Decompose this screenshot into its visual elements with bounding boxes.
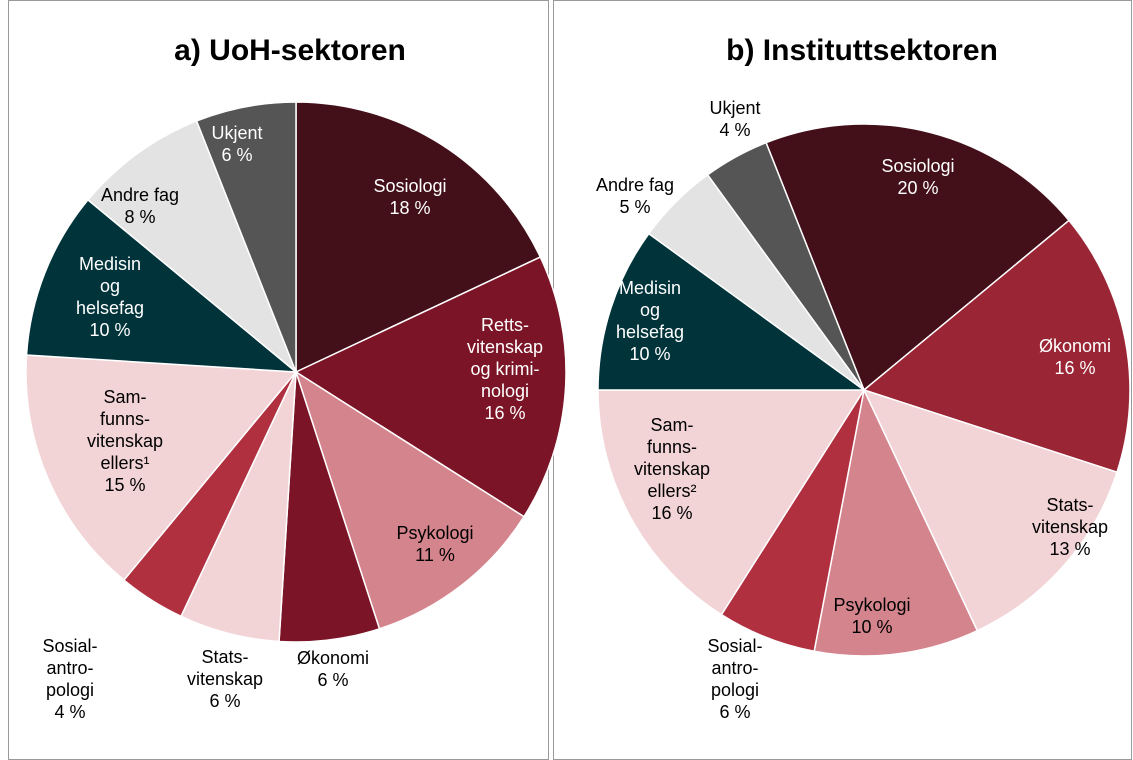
- slice-label: Andre fag: [596, 175, 674, 195]
- value-label: 4 %: [54, 702, 85, 722]
- slice-label-line: Andre fag: [596, 175, 674, 195]
- slice-label: Økonomi: [297, 648, 369, 668]
- slice-label-line: Psykologi: [833, 595, 910, 615]
- slice-label-line: vitenskap: [467, 337, 543, 357]
- pie-slice: [813, 387, 979, 657]
- slice-label: Økonomi: [1039, 336, 1111, 356]
- slice-label: Andre fag: [101, 185, 179, 205]
- slice-label-line: Ukjent: [211, 123, 262, 143]
- slice-label-line: helsefag: [616, 322, 684, 342]
- slice-label: Sosiologi: [881, 156, 954, 176]
- slice-label-line: vitenskap: [187, 669, 263, 689]
- value-label: 13 %: [1049, 539, 1090, 559]
- slice-label-line: pologi: [46, 680, 94, 700]
- pie-slice: [86, 119, 297, 373]
- value-label: 11 %: [415, 545, 455, 565]
- slice-label-line: ellers²: [647, 481, 696, 501]
- pie-slice: [295, 101, 542, 374]
- slice-label-line: helsefag: [76, 298, 144, 318]
- slice-label-line: Stats-: [1046, 495, 1093, 515]
- pie-slice: [195, 101, 297, 373]
- slice-label: Sosial-antro-pologi: [42, 636, 97, 700]
- slice-label-line: funns-: [647, 437, 697, 457]
- value-label: 10 %: [89, 320, 130, 340]
- chart-title: b) Instituttsektoren: [726, 34, 998, 67]
- slice-label-line: vitenskap: [634, 459, 710, 479]
- slice-label-line: funns-: [100, 409, 150, 429]
- slice-label-line: Økonomi: [1039, 336, 1111, 356]
- slice-label: Stats-vitenskap: [187, 647, 263, 689]
- slice-label-line: Stats-: [201, 647, 248, 667]
- value-label: 16 %: [484, 403, 525, 423]
- value-label: 5 %: [619, 197, 650, 217]
- slice-label-line: Ukjent: [709, 98, 760, 118]
- pie-slice: [862, 219, 1131, 474]
- slice-label-line: Medisin: [619, 278, 681, 298]
- slice-label-line: Retts-: [481, 315, 529, 335]
- slice-label: Sam-funns-vitenskap ellers²: [634, 415, 710, 501]
- slice-label-line: vitenskap: [87, 431, 163, 451]
- slice-label-line: Psykologi: [396, 523, 473, 543]
- value-label: 6 %: [317, 670, 348, 690]
- slice-label: Retts-vitenskap og krimi-nologi: [467, 315, 543, 401]
- slice-label-line: og: [640, 300, 660, 320]
- pie-slice: [597, 389, 866, 616]
- pie-slice: [862, 388, 1118, 632]
- slice-label-line: antro-: [46, 658, 93, 678]
- slice-label-line: Sam-: [103, 387, 146, 407]
- pie-slice: [294, 370, 526, 630]
- slice-label: Psykologi: [833, 595, 910, 615]
- value-label: 10 %: [851, 617, 892, 637]
- slice-label-line: Sosial-: [42, 636, 97, 656]
- slice-label-line: antro-: [711, 658, 758, 678]
- chart-title: a) UoH-sektoren: [174, 34, 406, 67]
- value-label: 6 %: [209, 691, 240, 711]
- slice-label-line: Andre fag: [101, 185, 179, 205]
- slice-label: Psykologi: [396, 523, 473, 543]
- value-label: 4 %: [719, 120, 750, 140]
- pie-slice: [294, 256, 567, 518]
- slice-label-line: og: [100, 276, 120, 296]
- pie-slice: [597, 232, 867, 391]
- pie-slice: [765, 123, 1071, 392]
- pie-slice: [25, 198, 299, 373]
- slice-label: Sam-funns-vitenskap ellers¹: [87, 387, 163, 473]
- slice-label: Medisin og helsefag: [616, 278, 684, 342]
- slice-label-line: Sam-: [650, 415, 693, 435]
- slice-label: Stats-vitenskap: [1032, 495, 1108, 537]
- value-label: 18 %: [389, 198, 430, 218]
- value-label: 20 %: [897, 178, 938, 198]
- slice-label: Ukjent: [211, 123, 262, 143]
- pie-slice: [706, 141, 865, 391]
- slice-label-line: ellers¹: [100, 453, 149, 473]
- slice-label: Ukjent: [709, 98, 760, 118]
- slice-label-line: Sosiologi: [373, 176, 446, 196]
- value-label: 16 %: [1054, 358, 1095, 378]
- slice-label-line: Medisin: [79, 254, 141, 274]
- value-label: 6 %: [221, 145, 252, 165]
- slice-label-line: nologi: [481, 381, 529, 401]
- slice-label: Medisin og helsefag: [76, 254, 144, 318]
- pie-slice: [25, 354, 298, 582]
- value-label: 15 %: [104, 475, 145, 495]
- slice-label-line: pologi: [711, 680, 759, 700]
- value-label: 6 %: [719, 702, 750, 722]
- value-label: 10 %: [629, 344, 670, 364]
- slice-label: Sosiologi: [373, 176, 446, 196]
- slice-label-line: Sosiologi: [881, 156, 954, 176]
- value-label: 8 %: [124, 207, 155, 227]
- slice-label-line: vitenskap: [1032, 517, 1108, 537]
- value-label: 16 %: [651, 503, 692, 523]
- slice-label: Sosial-antro-pologi: [707, 636, 762, 700]
- slice-label-line: og krimi-: [470, 359, 539, 379]
- slice-label-line: Sosial-: [707, 636, 762, 656]
- slice-label-line: Økonomi: [297, 648, 369, 668]
